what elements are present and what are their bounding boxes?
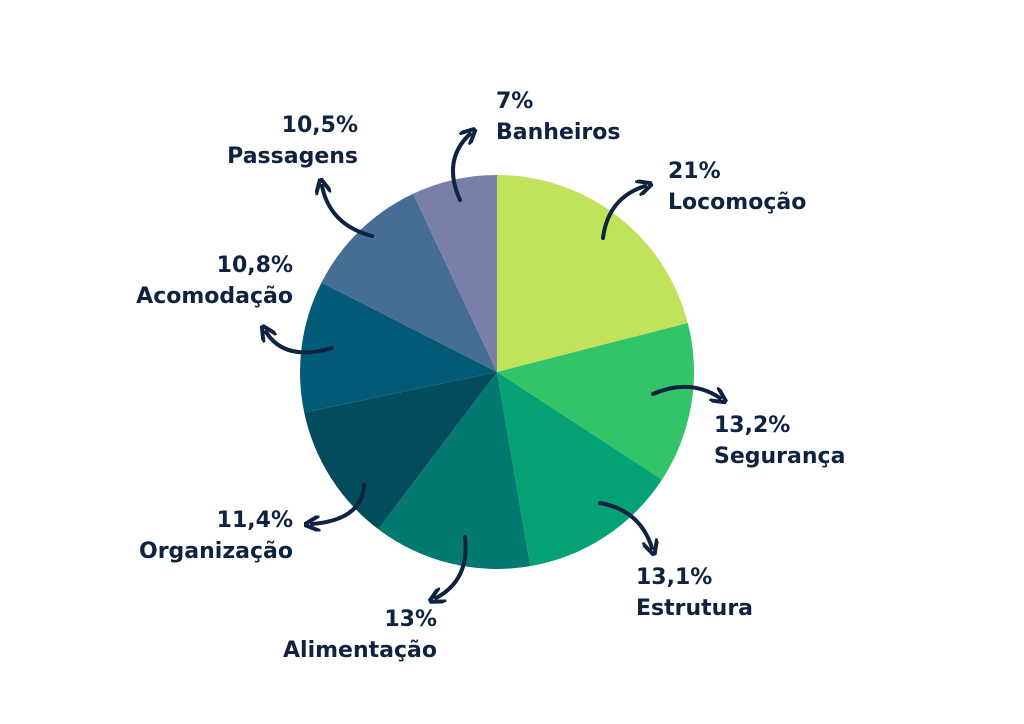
arrow <box>651 384 720 398</box>
value-label: 10,5% <box>282 113 358 138</box>
pie <box>300 175 695 569</box>
category-label: Locomoção <box>668 190 806 215</box>
pie-slice <box>300 282 497 413</box>
pie-slice <box>304 372 497 530</box>
pie-slice <box>321 193 497 372</box>
value-label: 7% <box>496 89 533 114</box>
category-label: Segurança <box>714 444 845 469</box>
category-label: Acomodação <box>136 284 293 309</box>
arrow <box>322 186 374 238</box>
value-label: 13,1% <box>636 565 712 590</box>
value-label: 21% <box>668 159 721 184</box>
arrow <box>598 501 652 548</box>
category-label: Organização <box>139 539 293 564</box>
arrow <box>312 483 366 524</box>
value-label: 11,4% <box>217 508 293 533</box>
pie-slice <box>378 372 531 569</box>
pie-slice <box>497 372 662 567</box>
category-label: Passagens <box>227 144 358 169</box>
category-label: Alimentação <box>283 638 437 663</box>
arrow <box>451 134 470 202</box>
arrow <box>436 535 468 598</box>
pie-slice <box>413 175 497 372</box>
value-label: 10,8% <box>217 253 293 278</box>
pie-slice <box>497 175 688 372</box>
category-label: Banheiros <box>496 120 620 145</box>
labels: 21% Locomoção 13,2% Segurança 13,1% Estrutura… <box>136 89 845 663</box>
pie-slice <box>497 323 695 480</box>
arrow <box>601 186 645 240</box>
value-label: 13% <box>384 607 437 632</box>
value-label: 13,2% <box>714 413 790 438</box>
category-label: Estrutura <box>636 596 753 621</box>
arrow <box>266 332 334 355</box>
arrows <box>266 134 720 598</box>
